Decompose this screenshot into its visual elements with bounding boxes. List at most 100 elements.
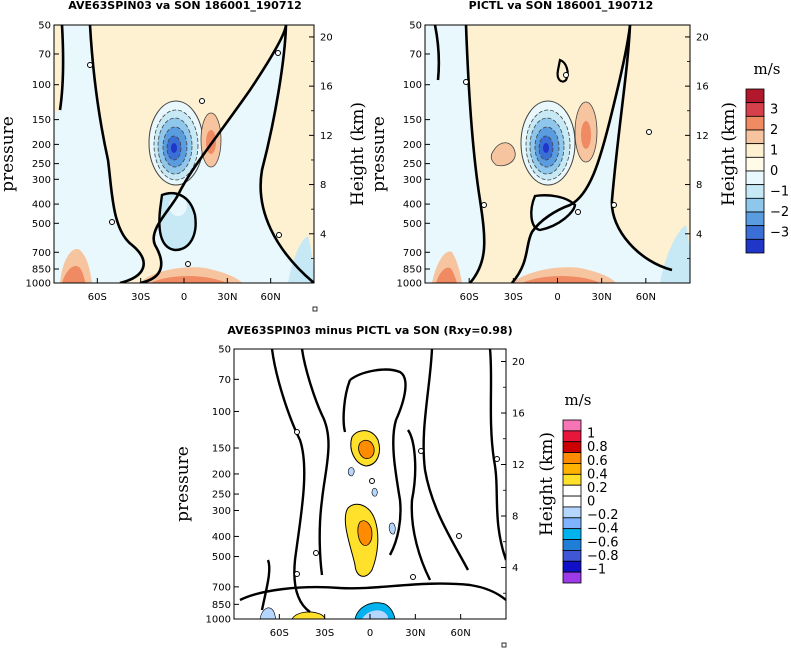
colorbar-bottom-label: 0.2 — [587, 481, 608, 496]
panel-1-ytick-label: 500 — [32, 219, 51, 230]
panel-1-contour-label — [275, 50, 281, 56]
colorbar-bottom-swatch — [562, 452, 582, 464]
colorbar-bottom-unit: m/s — [565, 391, 592, 409]
panel-3-ytick-label: 200 — [212, 469, 231, 480]
panel-1-zero-contour-e — [158, 192, 197, 252]
panel-1-ytick-label: 70 — [38, 49, 51, 60]
colorbar-bottom-swatch — [562, 506, 582, 519]
panel-2-xtick-label: 60N — [636, 292, 656, 303]
panel-2-height-label: 20 — [696, 32, 709, 43]
panel-1-zero-contour-d — [58, 25, 65, 111]
colorbar-bottom-label: −0.2 — [587, 508, 619, 523]
panel-2-height-label: 4 — [696, 229, 702, 240]
panel-2-ytick-label: 850 — [403, 265, 422, 276]
panel-3-xtick-label: 0 — [367, 628, 373, 639]
panel-1-ytick-label: 400 — [32, 200, 51, 211]
panel-3-zero-contour-i — [260, 559, 271, 611]
panel-1-west-positive — [54, 25, 64, 112]
panel-3-height-label: 8 — [512, 511, 518, 522]
panel-2-xtick-label: 30S — [504, 292, 523, 303]
panel-3-height-label: 12 — [512, 460, 525, 471]
panel-2-ytick-label: 500 — [403, 219, 422, 230]
colorbar-bottom-label: −0.4 — [587, 522, 619, 537]
panel-3-ytick-label: 300 — [212, 506, 231, 517]
panel-3-negative-blob — [388, 522, 396, 535]
panel-3-zero-contour-h — [239, 582, 506, 602]
colorbar-top-label: −2 — [770, 205, 789, 220]
panel-3-ytick-label: 70 — [218, 375, 231, 386]
panel-1-xtick-label: 60S — [88, 292, 107, 303]
panel-3-xtick-label: 30N — [405, 628, 425, 639]
panel-1-zero-contour-c — [139, 25, 288, 283]
panel-2-ylabel-right: Height (km) — [719, 102, 739, 206]
panel-3-zero-contour-g — [488, 349, 506, 561]
panel-2-zero-contour-b — [511, 25, 632, 283]
panel-1-ytick-label: 700 — [32, 248, 51, 259]
panel-3-height-label: 20 — [512, 357, 525, 368]
panel-3-ytick-label: 50 — [218, 345, 231, 356]
panel-1-ytick-label: 250 — [32, 159, 51, 170]
panel-2: PICTL va SON 186001_190712 — [369, 0, 739, 303]
panel-3-contour-label — [313, 550, 319, 556]
panel-1-ytick-label: 850 — [32, 265, 51, 276]
panel-3-ylabel-right: Height (km) — [537, 432, 557, 536]
colorbar-top-unit: m/s — [754, 60, 781, 78]
colorbar-bottom-swatch — [562, 517, 582, 530]
colorbar-top-swatch — [745, 197, 765, 213]
panel-2-ytick-label: 400 — [403, 200, 422, 211]
colorbar-bottom-swatch — [562, 571, 582, 584]
panel-2-contour-label — [563, 72, 569, 78]
panel-3-zero-contour-d — [342, 379, 352, 433]
colorbar-bottom-swatch — [562, 419, 582, 432]
panel-3-height-label: 4 — [512, 563, 518, 574]
panel-3-ytick-label: 500 — [212, 552, 231, 563]
panel-1-ytick-label: 200 — [32, 140, 51, 151]
panel-3: AVE63SPIN03 minus PICTL va SON (Rxy=0.98… — [173, 324, 557, 648]
panel-3-zero-contour-c — [349, 368, 407, 556]
panel-3-positive-upper-core — [358, 439, 375, 459]
panel-3-negative-blob — [371, 487, 378, 497]
panel-1-ytick-label: 1000 — [26, 279, 51, 290]
panel-1-ytick-label: 150 — [32, 115, 51, 126]
panel-1-height-label: 20 — [320, 32, 333, 43]
panel-1-contour-label — [276, 232, 282, 238]
panel-1-jet-negative-core — [171, 143, 177, 153]
colorbar-top-swatch — [745, 184, 765, 199]
panel-1-zero-contour-b — [259, 25, 314, 283]
colorbar-bottom-label: −0.8 — [587, 549, 619, 564]
colorbar-bottom-label: −0.6 — [587, 535, 619, 550]
colorbar-top-swatch — [745, 238, 765, 254]
panel-3-contour-label — [456, 533, 462, 539]
panel-2-contour-label — [463, 79, 469, 85]
panel-3-contour-label — [369, 478, 375, 484]
panel-3-title: AVE63SPIN03 minus PICTL va SON (Rxy=0.98… — [227, 324, 512, 337]
colorbar-top-swatch — [745, 211, 765, 227]
panel-3-ylabel: pressure — [173, 446, 193, 522]
panel-3-negative-blob — [347, 467, 355, 477]
panel-3-zero-contour-b — [300, 349, 330, 576]
panel-2-contour-label — [611, 202, 617, 208]
panel-2-surface-positive-center-core — [522, 275, 600, 283]
panel-3-contour-label — [410, 574, 416, 580]
panel-3-surface-negative-inner — [362, 610, 388, 619]
panel-3-zero-contour-e — [406, 429, 432, 581]
panel-2-xtick-label: 60S — [460, 292, 479, 303]
panel-1-xtick-label: 30N — [217, 292, 237, 303]
panel-2-ytick-label: 150 — [403, 115, 422, 126]
panel-1-height-label: 12 — [320, 131, 333, 142]
panel-2-sh-positive — [490, 142, 516, 167]
colorbar-bottom-label: 0 — [587, 495, 595, 510]
panel-2-zero-contour-d — [433, 25, 441, 81]
panel-2-height-label: 16 — [696, 82, 709, 93]
colorbar-bottom-swatch — [562, 484, 582, 497]
panel-1-ytick-label: 50 — [38, 21, 51, 32]
panel-1-height-label: 16 — [320, 82, 333, 93]
colorbar-bottom-swatch — [562, 550, 582, 562]
panel-3-zero-contour-f — [422, 349, 470, 571]
panel-3-ytick-label: 250 — [212, 490, 231, 501]
colorbar-bottom-label: −1 — [587, 562, 606, 577]
panel-2-jet-positive-core — [581, 121, 591, 149]
panel-2-ytick-label: 700 — [403, 248, 422, 259]
